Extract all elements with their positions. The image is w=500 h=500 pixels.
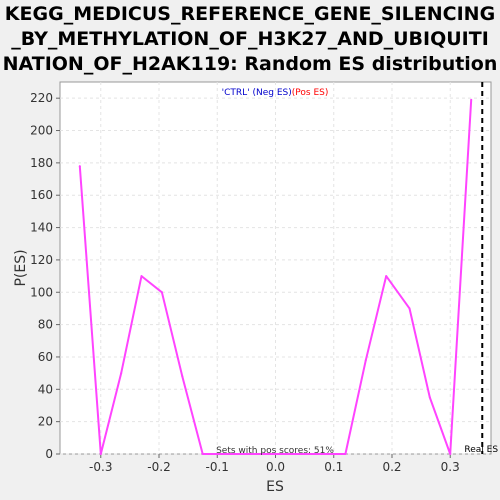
series-layer (78, 98, 473, 455)
x-tick-label: 0.1 (324, 460, 343, 474)
chart-title-line-1: KEGG_MEDICUS_REFERENCE_GENE_SILENCING (5, 3, 495, 25)
x-tick-label: -0.2 (147, 460, 170, 474)
y-tick-label: 60 (38, 350, 53, 364)
data-point (181, 375, 184, 378)
y-tick-label: 20 (38, 415, 53, 429)
data-point (242, 453, 245, 455)
x-tick-label: -0.3 (89, 460, 112, 474)
data-point (428, 396, 431, 399)
y-tick-label: 160 (30, 188, 53, 202)
y-tick-label: 80 (38, 318, 53, 332)
x-tick-label: 0.0 (266, 460, 285, 474)
data-point (160, 291, 163, 294)
data-point (364, 359, 367, 362)
chart-title-line-3: NATION_OF_H2AK119: Random ES distributio… (3, 53, 498, 75)
x-tick-label: 0.2 (382, 460, 401, 474)
data-point (344, 453, 347, 455)
data-point (283, 453, 286, 455)
x-tick-label: -0.1 (206, 460, 229, 474)
y-tick-label: 200 (30, 124, 53, 138)
y-tick-label: 0 (45, 447, 53, 461)
legend-pos-label: (Pos ES) (292, 88, 329, 98)
y-tick-label: 140 (30, 221, 53, 235)
data-point (385, 275, 388, 278)
data-point (408, 307, 411, 310)
legend: 'CTRL' (Neg ES)(Pos ES) (222, 88, 329, 98)
data-point (324, 453, 327, 455)
real-es-layer: Real ES (464, 82, 498, 455)
y-axis-title: P(ES) (13, 249, 29, 286)
y-tick-label: 180 (30, 156, 53, 170)
grid-layer (60, 82, 491, 455)
y-axis-ticks: 0 20 40 60 80 100 120 140 160 180 200 220 (30, 91, 60, 461)
y-tick-label: 40 (38, 382, 53, 396)
data-point (99, 453, 102, 455)
x-tick-label: 0.3 (441, 460, 460, 474)
chart-title-line-2: _BY_METHYLATION_OF_H3K27_AND_UBIQUITI (11, 28, 489, 50)
legend-ctrl-label: 'CTRL' (Neg ES) (222, 88, 292, 98)
data-point (303, 453, 306, 455)
footnote: Sets with pos scores: 51% (216, 446, 334, 456)
series-line (78, 99, 473, 455)
data-point (201, 453, 204, 455)
y-tick-label: 220 (30, 91, 53, 105)
data-point (449, 453, 452, 455)
data-point (120, 372, 123, 375)
x-axis-ticks: -0.3 -0.2 -0.1 0.0 0.1 0.2 0.3 (89, 454, 460, 474)
data-point (140, 275, 143, 278)
real-es-label: Real ES (464, 445, 498, 455)
chart-title: KEGG_MEDICUS_REFERENCE_GENE_SILENCING _B… (3, 3, 498, 75)
data-point (262, 453, 265, 455)
data-point (222, 453, 225, 455)
y-tick-label: 120 (30, 253, 53, 267)
data-point (470, 98, 473, 101)
y-tick-label: 100 (30, 285, 53, 299)
x-axis-title: ES (266, 479, 284, 495)
data-point (78, 165, 81, 168)
